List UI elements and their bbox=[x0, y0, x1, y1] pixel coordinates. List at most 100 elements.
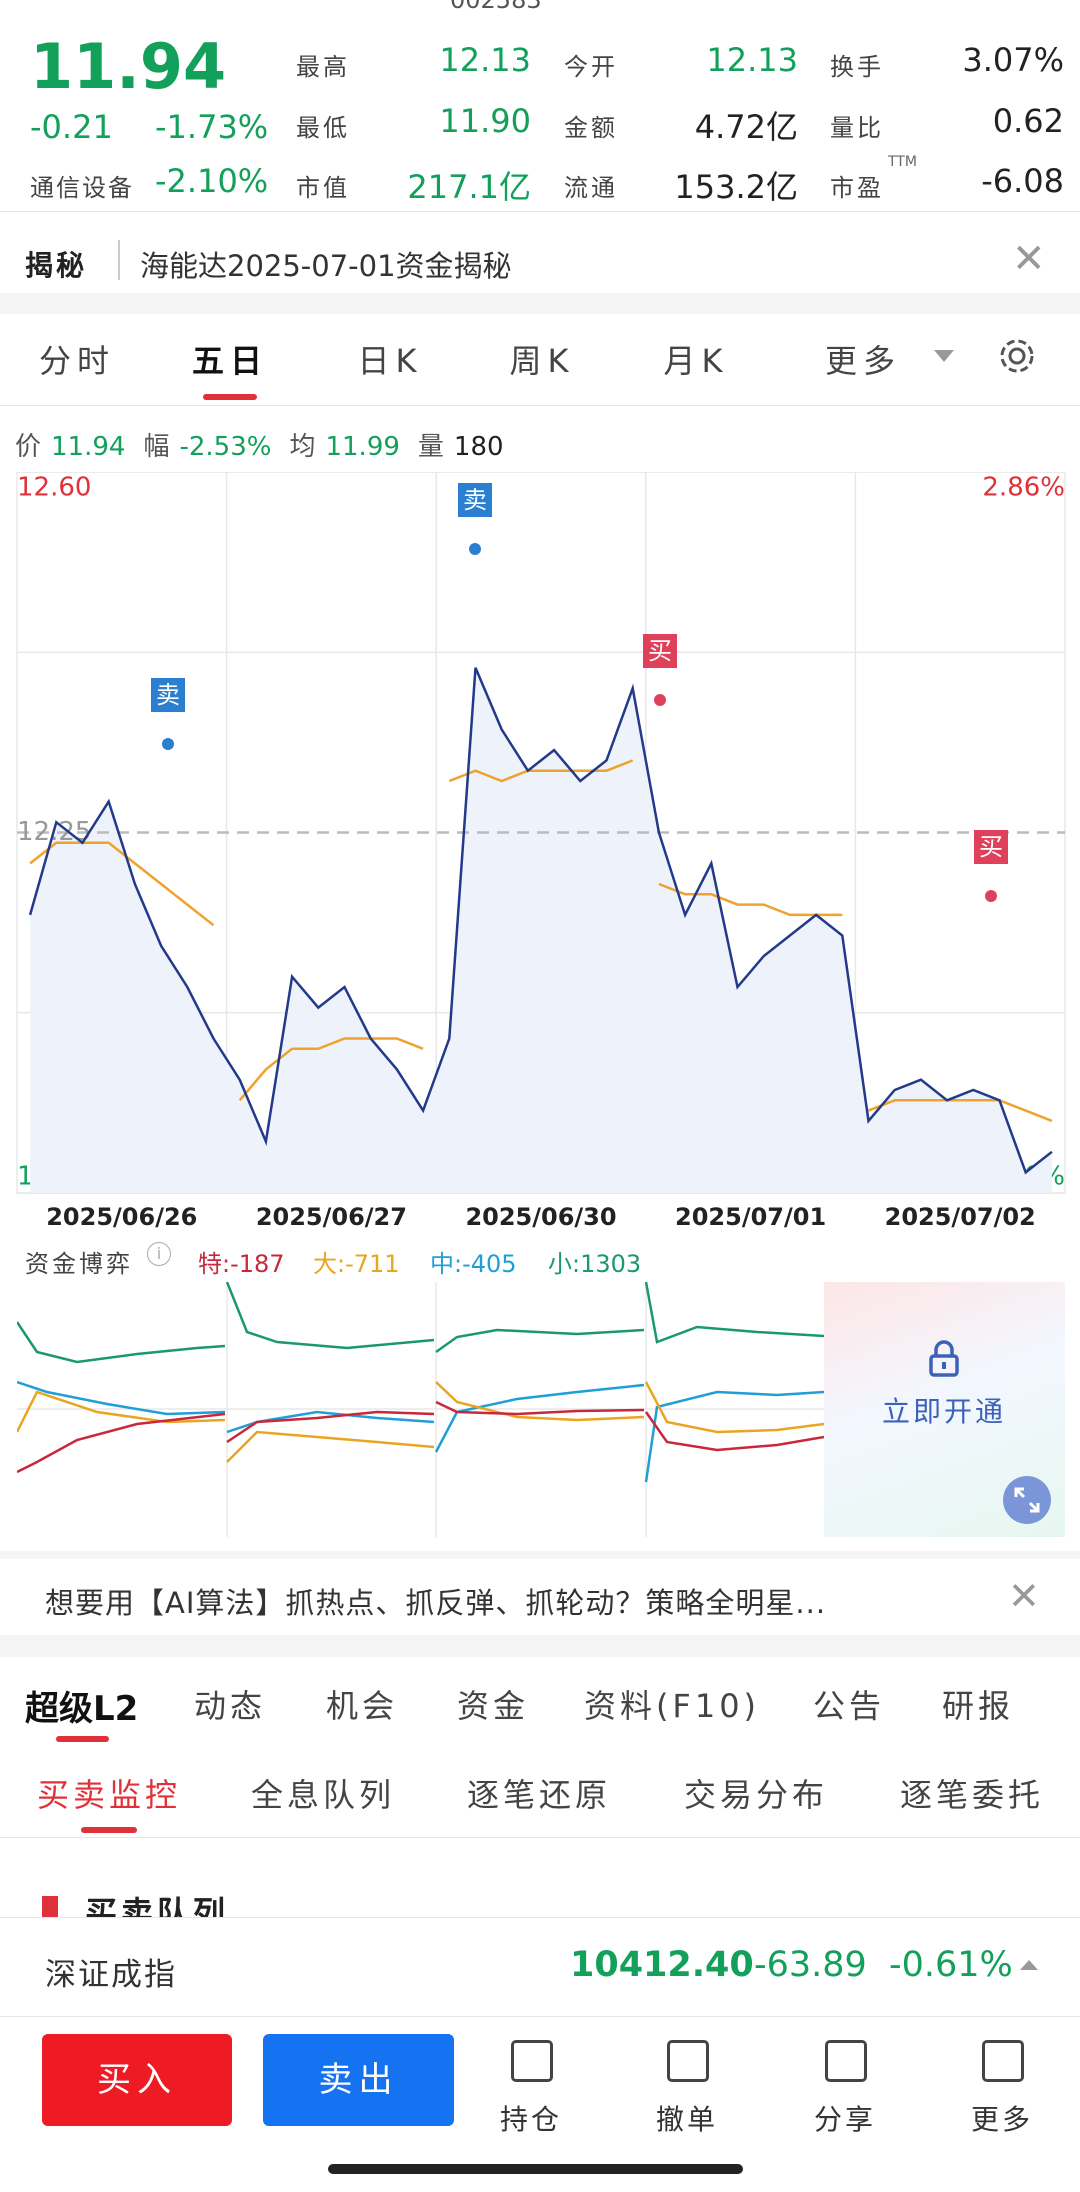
expand-icon[interactable] bbox=[1002, 1475, 1052, 1525]
signal-dot bbox=[162, 738, 174, 750]
action-label[interactable]: 撤单 bbox=[655, 2103, 719, 2136]
field-value: 4.72亿 bbox=[694, 108, 798, 146]
price-line bbox=[28, 667, 1053, 1175]
signal-dot bbox=[654, 694, 666, 706]
expand-arrow[interactable] bbox=[1018, 1958, 1040, 1972]
chart-tab[interactable]: 分时 bbox=[38, 342, 116, 380]
action-label[interactable]: 持仓 bbox=[499, 2103, 563, 2136]
sector-pct: -2.10% bbox=[155, 162, 269, 200]
avg-line bbox=[868, 1099, 1053, 1123]
field-label: 市值 bbox=[296, 174, 350, 202]
trade-signal: 卖 bbox=[458, 483, 492, 517]
avg-line bbox=[238, 1037, 424, 1102]
info-tab[interactable]: 公告 bbox=[812, 1687, 886, 1725]
price: 11.94 bbox=[30, 30, 227, 103]
field-sup: TTM bbox=[888, 154, 917, 170]
close-button[interactable]: ✕ bbox=[1012, 236, 1046, 282]
trade-signal: 买 bbox=[643, 634, 677, 668]
sub-tab[interactable]: 交易分布 bbox=[683, 1776, 829, 1814]
index-change-pct: -0.61% bbox=[889, 1945, 1013, 1985]
stock-code: 002583 bbox=[450, 0, 542, 14]
settings-icon[interactable] bbox=[997, 336, 1037, 376]
home-indicator bbox=[328, 2164, 743, 2174]
x-tick-label: 2025/07/02 bbox=[884, 1203, 1036, 1231]
flow-title: 资金博弈 bbox=[25, 1250, 133, 1278]
legend-entry: 特:-187 bbox=[198, 1250, 285, 1278]
action-label[interactable]: 更多 bbox=[970, 2103, 1034, 2136]
trade-signal: 卖 bbox=[151, 678, 185, 712]
active-underline bbox=[56, 1736, 109, 1742]
chart-tab[interactable]: 日K bbox=[357, 342, 423, 380]
reveal-label: 揭秘 bbox=[25, 249, 88, 282]
divider bbox=[0, 1837, 1080, 1838]
legend-entry: 小:1303 bbox=[548, 1250, 642, 1278]
chart-tab[interactable]: 更多 bbox=[824, 342, 902, 380]
action-icon[interactable] bbox=[667, 2040, 709, 2082]
info-tab[interactable]: 研报 bbox=[941, 1687, 1015, 1725]
sub-tab[interactable]: 逐笔委托 bbox=[899, 1776, 1045, 1814]
field-value: 11.90 bbox=[439, 102, 531, 140]
field-label: 最高 bbox=[296, 53, 350, 81]
action-icon[interactable] bbox=[511, 2040, 553, 2082]
sub-tab[interactable]: 全息队列 bbox=[250, 1776, 396, 1814]
legend-entry: 中:-405 bbox=[430, 1250, 517, 1278]
active-underline bbox=[203, 394, 257, 400]
info-tab[interactable]: 机会 bbox=[325, 1687, 399, 1725]
field-label: 金额 bbox=[564, 114, 618, 142]
info-tab[interactable]: 超级L2 bbox=[25, 1689, 139, 1729]
gap bbox=[0, 293, 1080, 314]
chart-tab[interactable]: 月K bbox=[663, 342, 729, 380]
x-tick-label: 2025/06/30 bbox=[465, 1203, 617, 1231]
info-label: 均 bbox=[289, 432, 316, 462]
divider bbox=[0, 211, 1080, 212]
section-marker bbox=[42, 1896, 58, 1918]
field-value: 12.13 bbox=[439, 41, 531, 79]
index-value: 10412.40 bbox=[570, 1945, 754, 1985]
field-label: 最低 bbox=[296, 114, 350, 142]
info-tab[interactable]: 资料(F10) bbox=[583, 1687, 761, 1725]
sell-button[interactable]: 卖出 bbox=[263, 2034, 454, 2126]
five-day-chart: 11.9012.602.86%-2.86%12.25 bbox=[16, 472, 1066, 1194]
divider bbox=[0, 405, 1080, 406]
legend-entry: 大:-711 bbox=[313, 1250, 400, 1278]
field-value: 3.07% bbox=[962, 41, 1064, 79]
info-value: 180 bbox=[453, 432, 504, 462]
field-label: 今开 bbox=[564, 53, 618, 81]
flow-chart bbox=[17, 1282, 824, 1537]
action-icon[interactable] bbox=[825, 2040, 867, 2082]
chart-tab[interactable]: 周K bbox=[509, 342, 575, 380]
field-label: 流通 bbox=[564, 174, 618, 202]
info-icon[interactable]: i bbox=[147, 1242, 171, 1266]
promo-banner[interactable]: 想要用【AI算法】抓热点、抓反弹、抓轮动？策略全明星... bbox=[45, 1586, 827, 1620]
field-label: 市盈 bbox=[830, 174, 884, 202]
info-label: 价 bbox=[15, 432, 42, 462]
dropdown-icon[interactable] bbox=[932, 348, 956, 364]
info-row: 价 11.94 幅 -2.53% 均 11.99 量 180 bbox=[15, 426, 504, 463]
price-area bbox=[30, 667, 1052, 1193]
info-tab[interactable]: 资金 bbox=[456, 1687, 530, 1725]
field-value: 153.2亿 bbox=[674, 168, 798, 206]
signal-dot bbox=[469, 543, 481, 555]
avg-line bbox=[29, 841, 215, 927]
chart-tab[interactable]: 五日 bbox=[191, 342, 269, 380]
action-icon[interactable] bbox=[982, 2040, 1024, 2082]
field-label: 换手 bbox=[830, 53, 884, 81]
info-tab[interactable]: 动态 bbox=[193, 1687, 267, 1725]
avg-line bbox=[658, 882, 843, 917]
close-button[interactable]: ✕ bbox=[1008, 1574, 1040, 1618]
field-label: 量比 bbox=[830, 114, 884, 142]
index-bar[interactable] bbox=[0, 1917, 1080, 2017]
buy-button[interactable]: 买入 bbox=[42, 2034, 232, 2126]
sub-tab[interactable]: 逐笔还原 bbox=[466, 1776, 612, 1814]
unlock-button[interactable]: 立即开通 bbox=[881, 1395, 1007, 1428]
field-value: -6.08 bbox=[981, 162, 1064, 200]
separator bbox=[118, 240, 120, 280]
lock-icon bbox=[929, 1340, 959, 1377]
sub-tab[interactable]: 买卖监控 bbox=[36, 1776, 182, 1814]
x-tick-label: 2025/07/01 bbox=[675, 1203, 827, 1231]
info-value: 11.99 bbox=[325, 432, 400, 462]
action-label[interactable]: 分享 bbox=[813, 2103, 877, 2136]
reveal-text[interactable]: 海能达2025-07-01资金揭秘 bbox=[140, 249, 512, 283]
field-value: 0.62 bbox=[992, 102, 1064, 140]
